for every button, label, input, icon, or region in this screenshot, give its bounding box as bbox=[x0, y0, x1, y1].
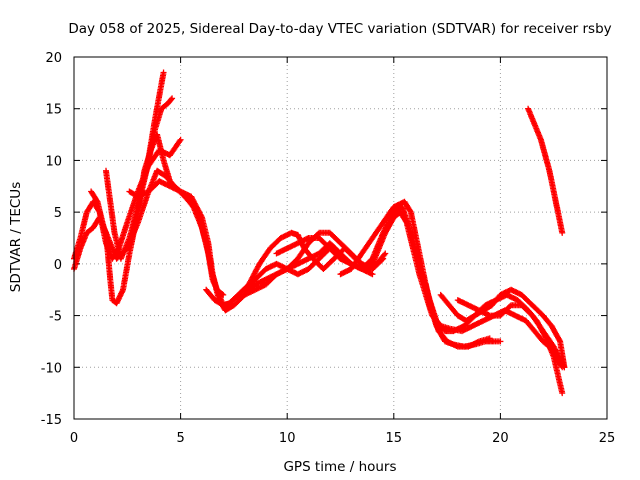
series-satellite-track-9 bbox=[273, 235, 376, 278]
x-tick-label: 10 bbox=[279, 431, 296, 446]
y-tick-label: -5 bbox=[49, 310, 62, 325]
y-tick-label: 15 bbox=[45, 103, 62, 118]
series-satellite-track-6 bbox=[126, 178, 227, 298]
data-layer bbox=[71, 69, 568, 397]
y-tick-label: -15 bbox=[41, 413, 62, 428]
y-tick-label: 5 bbox=[54, 206, 62, 221]
x-tick-label: 5 bbox=[176, 431, 184, 446]
series-plus-markers bbox=[422, 281, 493, 350]
series-plus-markers bbox=[88, 167, 566, 397]
series-plus-markers bbox=[241, 229, 387, 293]
y-axis-label: SDTVAR / TECUs bbox=[8, 182, 24, 292]
series-plus-markers bbox=[525, 105, 566, 236]
chart-title: Day 058 of 2025, Sidereal Day-to-day VTE… bbox=[68, 21, 611, 37]
series-satellite-track-5 bbox=[135, 95, 176, 200]
x-tick-label: 25 bbox=[599, 431, 616, 446]
series-satellite-track-3 bbox=[88, 167, 566, 397]
y-tick-label: 0 bbox=[54, 258, 62, 273]
series-plus-markers bbox=[437, 286, 568, 371]
series-satellite-track-11 bbox=[422, 281, 493, 350]
series-track-line bbox=[90, 169, 564, 394]
x-axis-label: GPS time / hours bbox=[283, 459, 396, 475]
x-tick-label: 0 bbox=[70, 431, 78, 446]
series-plus-markers bbox=[454, 297, 568, 371]
series-satellite-track-13 bbox=[454, 297, 568, 371]
series-plus-markers bbox=[126, 178, 227, 298]
y-tick-label: 10 bbox=[45, 154, 62, 169]
series-satellite-track-12 bbox=[437, 286, 568, 371]
plot-frame bbox=[73, 56, 608, 420]
x-tick-label: 20 bbox=[492, 431, 509, 446]
y-tick-label: 20 bbox=[45, 51, 62, 66]
x-tick-label: 15 bbox=[386, 431, 403, 446]
series-satellite-track-14 bbox=[525, 105, 566, 236]
y-tick-label: -10 bbox=[41, 361, 62, 376]
series-plus-markers bbox=[273, 235, 376, 278]
